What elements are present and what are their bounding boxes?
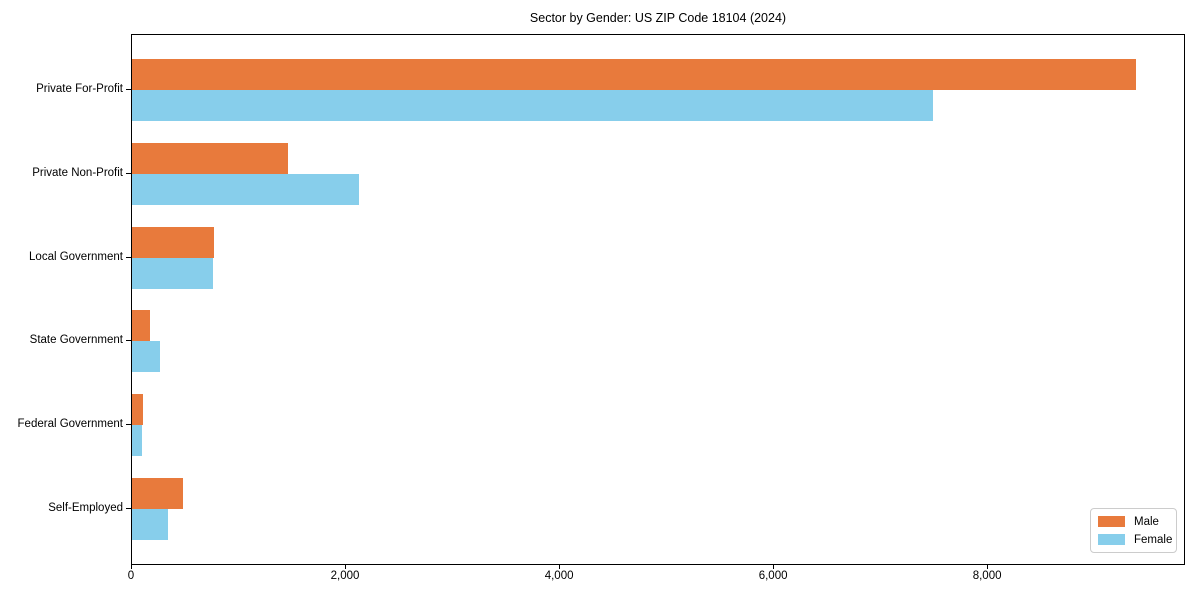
y-axis-category-label: Private Non-Profit (32, 166, 123, 179)
bar-male (132, 59, 1136, 90)
y-axis-category-label: Federal Government (17, 418, 123, 430)
y-axis-tick (126, 507, 131, 509)
legend-label: Female (1134, 533, 1173, 546)
y-axis-category-label: Private For-Profit (36, 83, 123, 95)
x-axis-tick (345, 565, 346, 569)
y-axis-tick (126, 424, 131, 425)
x-axis-tick (773, 565, 775, 569)
bar-female (132, 341, 161, 373)
y-axis-tick (126, 340, 131, 342)
y-axis-category-label: Self-Employed (48, 501, 123, 514)
y-axis-category-label: Local Government (29, 250, 123, 263)
legend-swatch-male (1098, 516, 1125, 527)
bar-female (132, 173, 359, 205)
bar-male (132, 394, 144, 425)
bar-male (132, 226, 215, 258)
y-axis-tick (126, 89, 131, 90)
legend-label: Male (1134, 515, 1159, 528)
x-axis-tick (131, 565, 132, 569)
y-axis-tick (126, 256, 131, 258)
x-axis-tick-label: 8,000 (972, 570, 1002, 582)
x-axis-tick-label: 6,000 (758, 570, 788, 582)
x-axis-tick (987, 565, 989, 569)
legend: Male Female (1090, 508, 1177, 553)
legend-swatch-female (1098, 534, 1125, 545)
x-axis-tick-label: 0 (127, 570, 135, 582)
bar-male (132, 310, 151, 342)
y-axis-tick (126, 172, 131, 174)
legend-item-male: Male (1098, 516, 1169, 528)
x-axis-tick-label: 4,000 (544, 570, 574, 582)
y-axis-category-label: State Government (29, 334, 123, 347)
x-axis-tick (559, 565, 561, 569)
bar-female (132, 257, 214, 289)
bar-female (132, 425, 143, 456)
bar-female (132, 90, 933, 121)
chart-title: Sector by Gender: US ZIP Code 18104 (202… (529, 11, 787, 25)
legend-item-female: Female (1098, 533, 1173, 546)
x-axis-tick-label: 2,000 (330, 570, 360, 582)
bar-female (132, 508, 169, 540)
bar-male (132, 477, 183, 509)
bar-male (132, 142, 289, 174)
plot-area (131, 34, 1185, 565)
